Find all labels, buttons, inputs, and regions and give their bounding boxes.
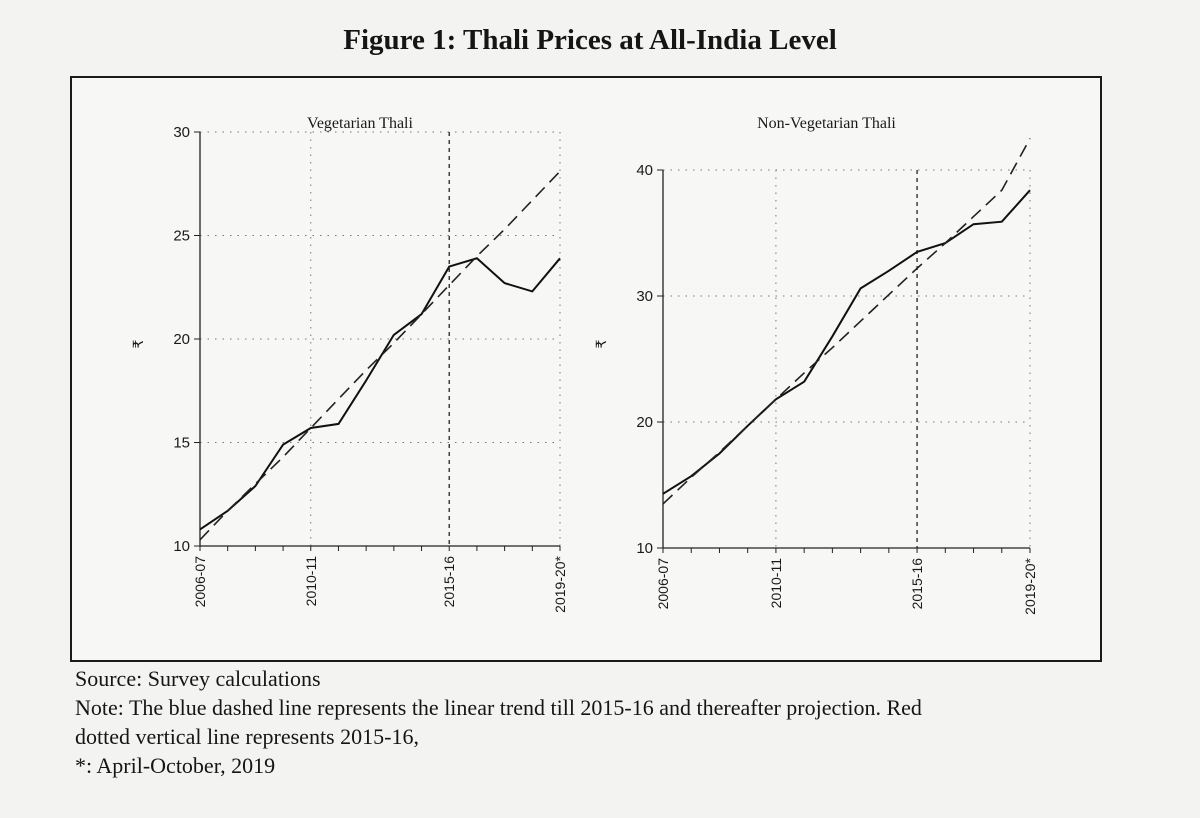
y-tick-label: 20: [636, 414, 653, 431]
chart-panel-1: Vegetarian Thali ₹10 15 20 25 30 2006-07 2010-1…: [131, 115, 568, 613]
actual-price-line: [662, 189, 1031, 495]
y-tick-label: 20: [173, 331, 190, 348]
x-tick-label: 2015-16: [441, 556, 457, 608]
x-tick-label: 2015-16: [909, 558, 925, 610]
figure-frame: [70, 76, 1102, 662]
trend-line: [662, 138, 1031, 505]
x-tick-label: 2019-20*: [1022, 557, 1038, 614]
y-tick-label: 15: [173, 435, 190, 452]
x-tick-label: 2006-07: [655, 558, 671, 610]
y-axis-label: ₹: [594, 339, 610, 348]
x-tick-label: 2019-20*: [552, 555, 568, 612]
trend-line: [199, 170, 561, 541]
trend-note-line1: Note: The blue dashed line represents th…: [75, 695, 922, 720]
x-tick-label: 2006-07: [192, 556, 208, 608]
footnote: *: April-October, 2019: [75, 753, 276, 778]
y-tick-label: 10: [636, 540, 653, 557]
y-tick-label: 25: [173, 228, 190, 245]
y-tick-label: 30: [173, 124, 190, 141]
x-tick-label: 2010-11: [303, 556, 319, 607]
chart-title: Non-Vegetarian Thali: [757, 115, 896, 132]
chart-title: Vegetarian Thali: [307, 115, 413, 132]
figure-notes: Source: Survey calculations Note: The bl…: [75, 664, 1185, 780]
y-tick-label: 40: [636, 162, 653, 179]
source-note: Source: Survey calculations: [75, 666, 321, 691]
y-axis-label: ₹: [131, 339, 147, 348]
x-tick-label: 2010-11: [768, 558, 784, 609]
figure-title: Figure 1: Thali Prices at All-India Leve…: [343, 24, 837, 56]
actual-price-line: [199, 257, 561, 531]
chart-panel-2: Non-Vegetarian Thali ₹10 20 30 40 2006-07 2010…: [594, 115, 1038, 615]
y-tick-label: 30: [636, 288, 653, 305]
y-tick-label: 10: [173, 538, 190, 555]
trend-note-line2: dotted vertical line represents 2015-16,: [75, 724, 419, 749]
